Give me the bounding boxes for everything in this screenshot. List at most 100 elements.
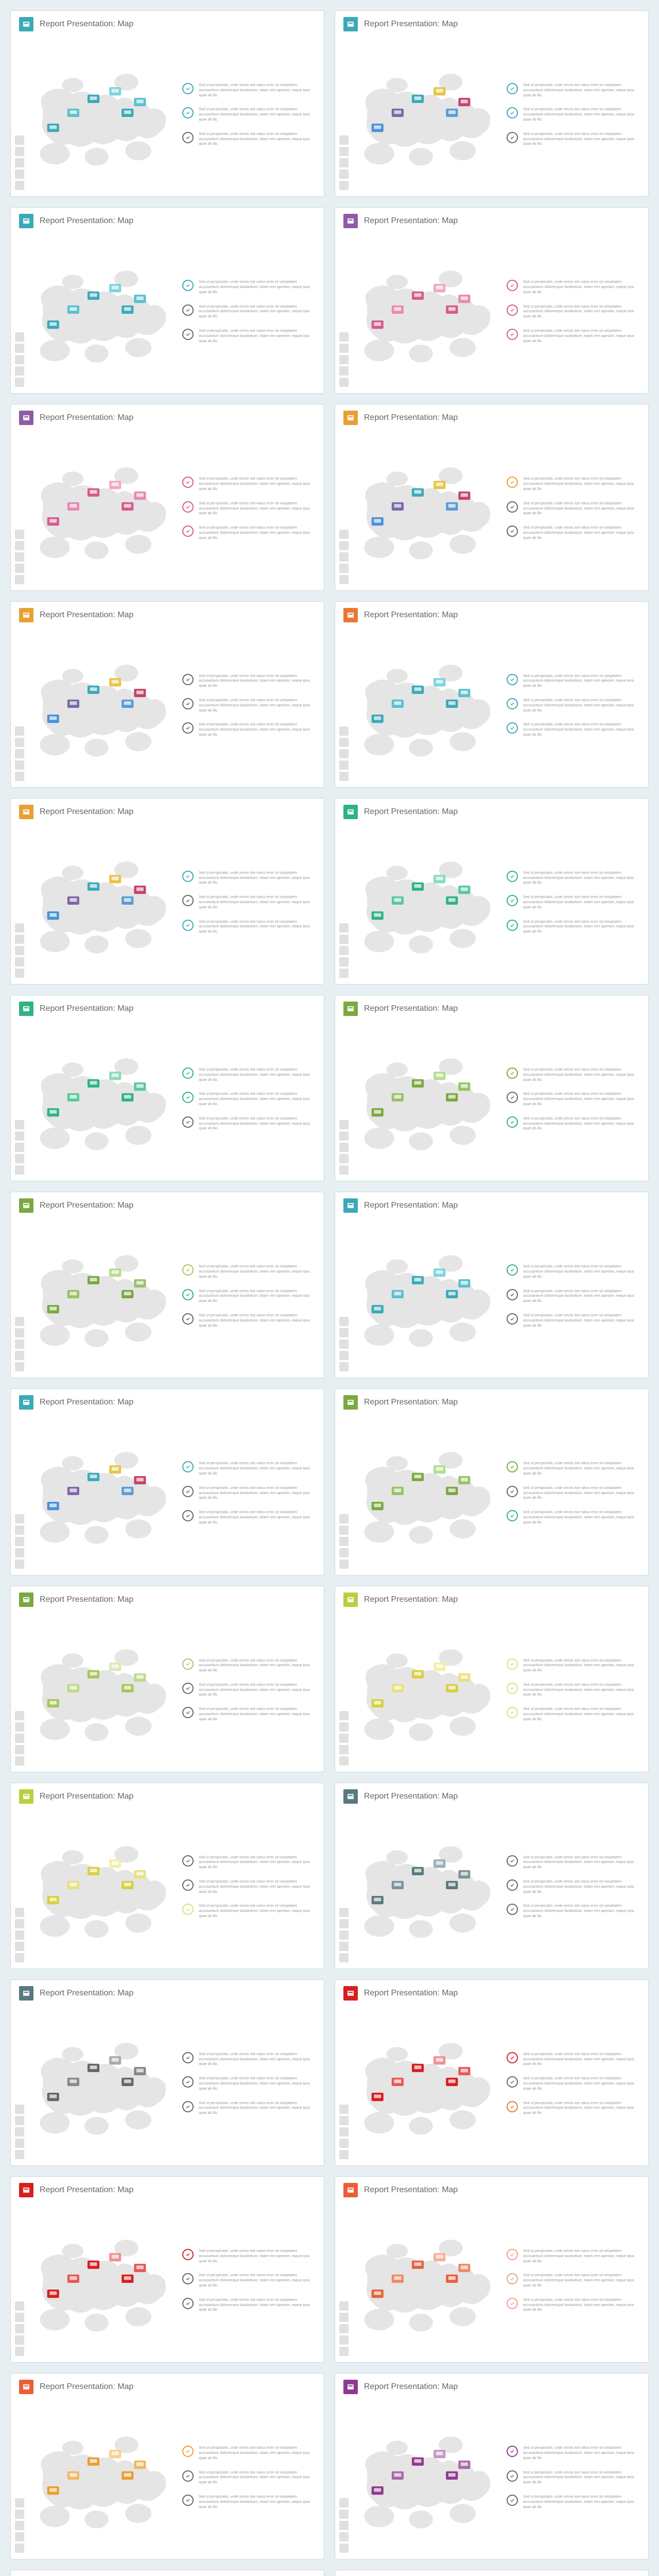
map-area	[19, 1617, 174, 1764]
slide-body: Sed ut perspiciatis, unde omnis iste nat…	[11, 1219, 324, 1378]
info-text: Sed ut perspiciatis, unde omnis iste nat…	[523, 2052, 636, 2067]
info-text: Sed ut perspiciatis, unde omnis iste nat…	[199, 871, 311, 886]
slide-badge-icon	[19, 411, 33, 425]
info-column: Sed ut perspiciatis, unde omnis iste nat…	[182, 2011, 316, 2157]
slide-card: Report Presentation: Map	[335, 798, 649, 985]
slide-card: Report Presentation: Map	[335, 207, 649, 394]
info-column: Sed ut perspiciatis, unde omnis iste nat…	[182, 1026, 316, 1173]
slide-title: Report Presentation: Map	[364, 611, 458, 620]
slide-title: Report Presentation: Map	[40, 1201, 133, 1210]
slide-card: Report Presentation: Map	[10, 404, 324, 590]
info-text: Sed ut perspiciatis, unde omnis iste nat…	[199, 2249, 311, 2264]
info-text: Sed ut perspiciatis, unde omnis iste nat…	[523, 895, 636, 910]
map-area	[343, 239, 498, 385]
map-area	[19, 829, 174, 976]
info-text: Sed ut perspiciatis, unde omnis iste nat…	[523, 920, 636, 935]
info-column: Sed ut perspiciatis, unde omnis iste nat…	[507, 42, 640, 188]
info-item: Sed ut perspiciatis, unde omnis iste nat…	[507, 526, 636, 540]
info-item: Sed ut perspiciatis, unde omnis iste nat…	[182, 1658, 311, 1673]
slide-header: Report Presentation: Map	[335, 208, 648, 234]
slide-badge-icon	[343, 1198, 358, 1213]
info-item: Sed ut perspiciatis, unde omnis iste nat…	[507, 1510, 636, 1525]
info-item: Sed ut perspiciatis, unde omnis iste nat…	[182, 280, 311, 295]
slide-header: Report Presentation: Map	[335, 1586, 648, 1613]
info-item: Sed ut perspiciatis, unde omnis iste nat…	[182, 1707, 311, 1722]
slide-badge-icon	[343, 1789, 358, 1804]
info-text: Sed ut perspiciatis, unde omnis iste nat…	[199, 1313, 311, 1328]
slide-body: Sed ut perspiciatis, unde omnis iste nat…	[11, 1022, 324, 1181]
slide-header: Report Presentation: Map	[11, 602, 324, 629]
slide-title: Report Presentation: Map	[40, 1004, 133, 1013]
info-item: Sed ut perspiciatis, unde omnis iste nat…	[182, 2298, 311, 2313]
slide-badge-icon	[343, 1395, 358, 1410]
slide-header: Report Presentation: Map	[335, 1192, 648, 1219]
slide-header: Report Presentation: Map	[335, 1389, 648, 1416]
info-text: Sed ut perspiciatis, unde omnis iste nat…	[199, 2076, 311, 2091]
info-text: Sed ut perspiciatis, unde omnis iste nat…	[523, 722, 636, 737]
slide-title: Report Presentation: Map	[364, 1595, 458, 1604]
info-item: Sed ut perspiciatis, unde omnis iste nat…	[182, 2249, 311, 2264]
info-item: Sed ut perspiciatis, unde omnis iste nat…	[507, 1067, 636, 1082]
info-text: Sed ut perspiciatis, unde omnis iste nat…	[523, 329, 636, 344]
info-text: Sed ut perspiciatis, unde omnis iste nat…	[199, 2101, 311, 2116]
slide-title: Report Presentation: Map	[364, 413, 458, 422]
info-item: Sed ut perspiciatis, unde omnis iste nat…	[182, 2470, 311, 2485]
info-item: Sed ut perspiciatis, unde omnis iste nat…	[182, 722, 311, 737]
slide-card: Report Presentation: Map	[335, 10, 649, 197]
slide-body: Sed ut perspiciatis, unde omnis iste nat…	[11, 1810, 324, 1969]
info-item: Sed ut perspiciatis, unde omnis iste nat…	[182, 2495, 311, 2510]
slide-header: Report Presentation: Map	[335, 995, 648, 1022]
map-area	[343, 1026, 498, 1173]
info-item: Sed ut perspiciatis, unde omnis iste nat…	[507, 1486, 636, 1501]
map-area	[19, 2011, 174, 2157]
info-item: Sed ut perspiciatis, unde omnis iste nat…	[507, 1658, 636, 1673]
slide-badge-icon	[19, 1986, 33, 2001]
slide-badge-icon	[19, 608, 33, 622]
info-text: Sed ut perspiciatis, unde omnis iste nat…	[523, 526, 636, 540]
info-text: Sed ut perspiciatis, unde omnis iste nat…	[199, 1855, 311, 1870]
map-area	[19, 1026, 174, 1173]
map-area	[19, 42, 174, 188]
info-text: Sed ut perspiciatis, unde omnis iste nat…	[199, 698, 311, 713]
info-item: Sed ut perspiciatis, unde omnis iste nat…	[507, 1092, 636, 1107]
slide-header: Report Presentation: Map	[11, 1586, 324, 1613]
slide-title: Report Presentation: Map	[40, 2185, 133, 2195]
slide-badge-icon	[343, 17, 358, 31]
info-column: Sed ut perspiciatis, unde omnis iste nat…	[182, 239, 316, 385]
info-text: Sed ut perspiciatis, unde omnis iste nat…	[199, 920, 311, 935]
info-text: Sed ut perspiciatis, unde omnis iste nat…	[199, 1486, 311, 1501]
info-text: Sed ut perspiciatis, unde omnis iste nat…	[523, 1092, 636, 1107]
map-area	[19, 633, 174, 779]
slide-card: Report Presentation: Map	[335, 1388, 649, 1575]
info-text: Sed ut perspiciatis, unde omnis iste nat…	[523, 1289, 636, 1304]
slide-title: Report Presentation: Map	[364, 2382, 458, 2392]
info-item: Sed ut perspiciatis, unde omnis iste nat…	[507, 1264, 636, 1279]
slide-body: Sed ut perspiciatis, unde omnis iste nat…	[335, 1219, 648, 1378]
slide-header: Report Presentation: Map	[335, 1783, 648, 1810]
info-item: Sed ut perspiciatis, unde omnis iste nat…	[182, 871, 311, 886]
slide-header: Report Presentation: Map	[335, 602, 648, 629]
slide-header: Report Presentation: Map	[11, 2177, 324, 2204]
slide-header: Report Presentation: Map	[335, 799, 648, 825]
slide-card: Report Presentation: Map	[10, 2570, 324, 2576]
info-item: Sed ut perspiciatis, unde omnis iste nat…	[182, 2273, 311, 2288]
slide-card: Report Presentation: Map	[10, 601, 324, 788]
info-text: Sed ut perspiciatis, unde omnis iste nat…	[523, 280, 636, 295]
info-item: Sed ut perspiciatis, unde omnis iste nat…	[182, 1855, 311, 1870]
slide-body: Sed ut perspiciatis, unde omnis iste nat…	[335, 1613, 648, 1772]
info-item: Sed ut perspiciatis, unde omnis iste nat…	[507, 2446, 636, 2461]
slide-body: Sed ut perspiciatis, unde omnis iste nat…	[11, 2400, 324, 2559]
slide-title: Report Presentation: Map	[364, 807, 458, 817]
map-area	[343, 435, 498, 582]
info-text: Sed ut perspiciatis, unde omnis iste nat…	[523, 132, 636, 147]
info-item: Sed ut perspiciatis, unde omnis iste nat…	[507, 2298, 636, 2313]
info-item: Sed ut perspiciatis, unde omnis iste nat…	[507, 280, 636, 295]
map-area	[343, 42, 498, 188]
slide-card: Report Presentation: Map	[335, 1979, 649, 2166]
info-item: Sed ut perspiciatis, unde omnis iste nat…	[507, 2495, 636, 2510]
slide-badge-icon	[19, 2380, 33, 2394]
slide-title: Report Presentation: Map	[40, 1792, 133, 1801]
info-item: Sed ut perspiciatis, unde omnis iste nat…	[182, 329, 311, 344]
info-text: Sed ut perspiciatis, unde omnis iste nat…	[199, 83, 311, 98]
info-item: Sed ut perspiciatis, unde omnis iste nat…	[507, 674, 636, 689]
